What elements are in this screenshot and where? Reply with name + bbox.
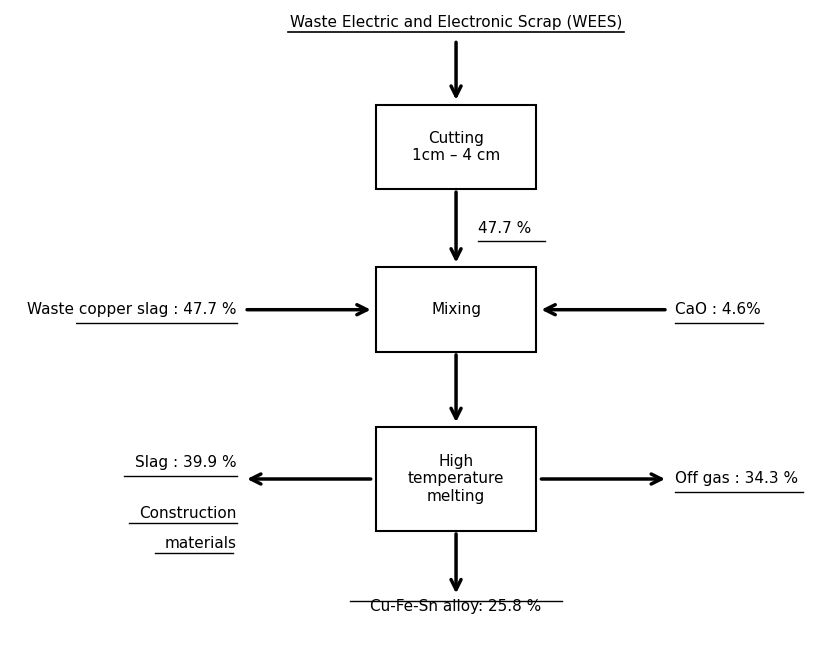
Text: Slag : 39.9 %: Slag : 39.9 % [136,456,237,470]
Text: 47.7 %: 47.7 % [478,221,531,236]
Text: materials: materials [165,535,237,551]
Text: Waste Electric and Electronic Scrap (WEES): Waste Electric and Electronic Scrap (WEE… [290,15,622,30]
Text: Cutting
1cm – 4 cm: Cutting 1cm – 4 cm [412,131,500,163]
Text: CaO : 4.6%: CaO : 4.6% [675,302,761,317]
Text: Cu-Fe-Sn alloy: 25.8 %: Cu-Fe-Sn alloy: 25.8 % [371,599,542,614]
Text: Construction: Construction [140,506,237,521]
FancyBboxPatch shape [376,427,537,531]
Text: Off gas : 34.3 %: Off gas : 34.3 % [675,471,798,487]
Text: High
temperature
melting: High temperature melting [408,454,505,504]
Text: Mixing: Mixing [431,302,481,317]
FancyBboxPatch shape [376,267,537,352]
FancyBboxPatch shape [376,104,537,190]
Text: Waste copper slag : 47.7 %: Waste copper slag : 47.7 % [27,302,237,317]
